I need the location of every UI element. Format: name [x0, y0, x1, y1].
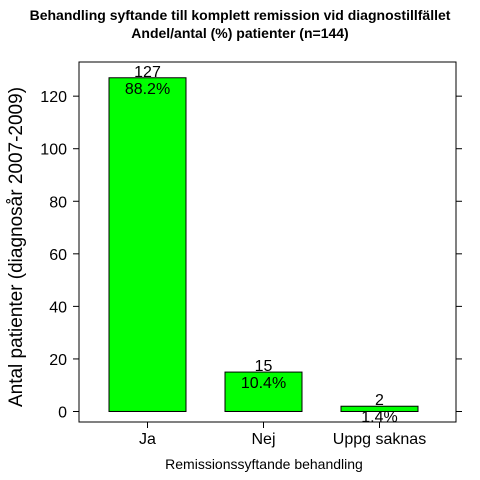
x-axis-title: Remissionssyftande behandling [165, 456, 363, 472]
bar-percent-label: 10.4% [241, 375, 286, 392]
bar-2 [224, 371, 303, 412]
y-axis: 0 20 40 60 80 100 120 [40, 89, 462, 421]
y-axis-title: Antal patienter (diagnosår 2007-2009) [6, 87, 27, 407]
plot-frame [78, 61, 457, 423]
bar-3 [340, 405, 419, 412]
x-tick-label: Nej [251, 431, 275, 448]
y-tick-label: 120 [40, 89, 67, 106]
y-tick-label: 60 [49, 247, 67, 264]
bar-count-label: 15 [255, 358, 273, 375]
bar-1 [108, 77, 187, 412]
bar-percent-label: 1.4% [361, 409, 397, 426]
x-axis: Ja Nej Uppg saknas [139, 422, 426, 448]
y-tick-label: 80 [49, 194, 67, 211]
chart-subtitle: Andel/antal (%) patienter (n=144) [131, 25, 348, 41]
x-tick-label: Ja [139, 431, 156, 448]
y-tick-label: 100 [40, 142, 67, 159]
y-tick-label: 40 [49, 299, 67, 316]
bar-count-label: 2 [375, 392, 384, 409]
chart-title: Behandling syftande till komplett remiss… [30, 7, 451, 23]
x-tick-label: Uppg saknas [333, 431, 426, 448]
bar-count-label: 127 [134, 64, 161, 81]
y-tick-label: 20 [49, 352, 67, 369]
bar-percent-label: 88.2% [125, 81, 170, 98]
y-tick-label: 0 [58, 404, 67, 421]
